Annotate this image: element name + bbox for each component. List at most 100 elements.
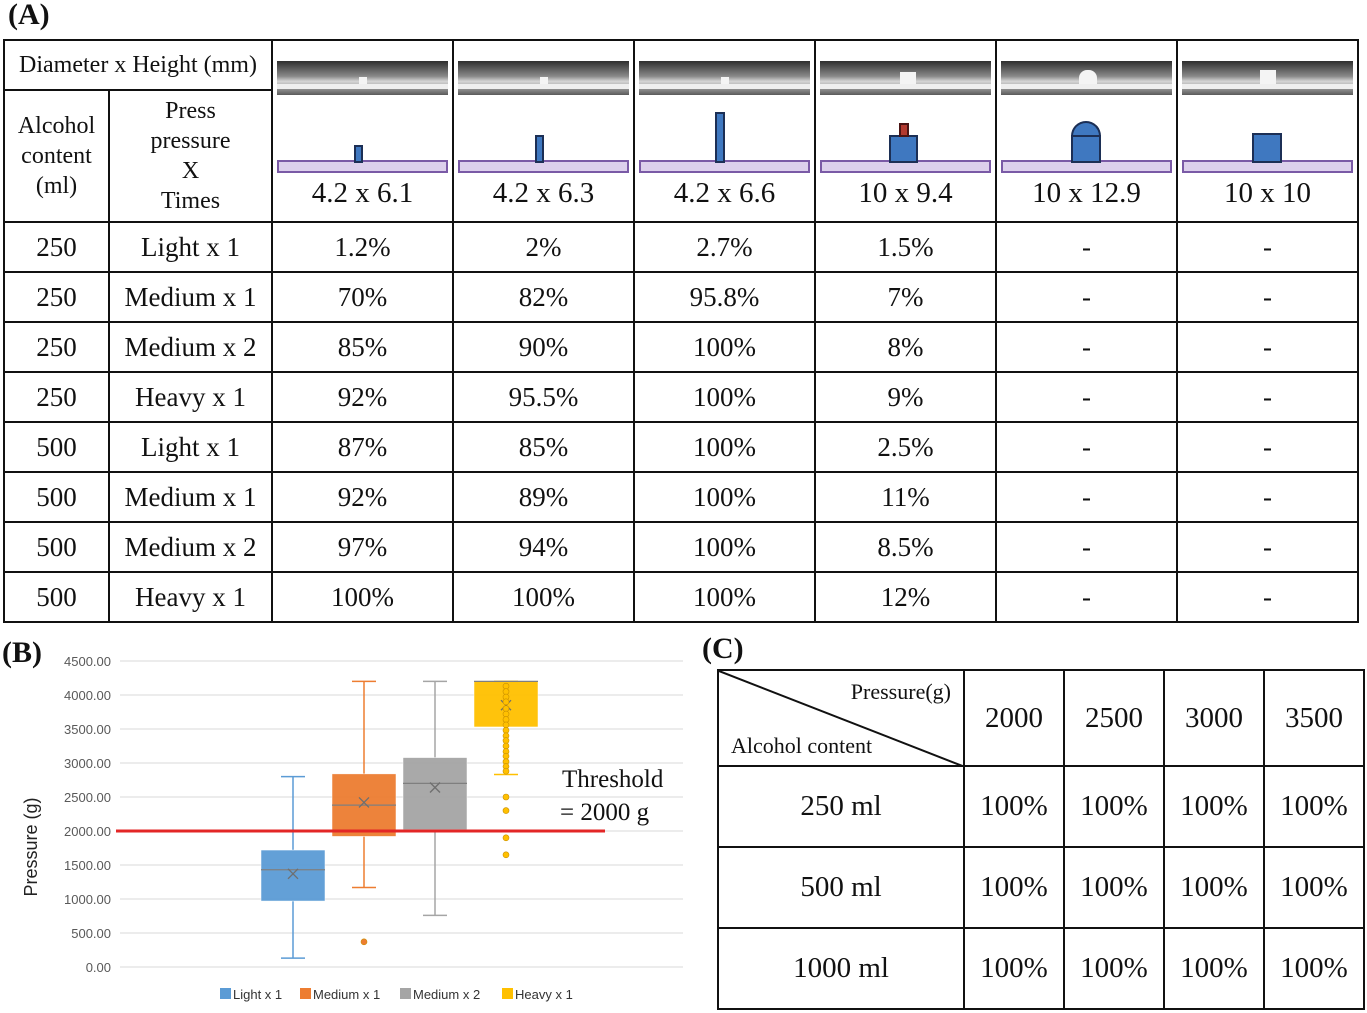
outlier-point [502, 851, 510, 859]
table-row: 250 ml 100% 100% 100% 100% [717, 765, 1365, 848]
alcohol-cell: 500 [3, 571, 110, 623]
table-row: 500 Light x 1 87% 85% 100% 2.5% - - [3, 421, 1359, 473]
pressure-column-header: 3000 [1163, 669, 1265, 767]
dimension-label: 10 x 12.9 [1032, 177, 1141, 209]
value-cell: 2.5% [814, 421, 997, 473]
sample-photo [639, 61, 810, 95]
box-light-x-1 [260, 775, 326, 959]
y-tick-label: 1000.00 [64, 892, 111, 907]
table-row: 1000 ml 100% 100% 100% 100% [717, 927, 1365, 1010]
value-cell: 85% [452, 421, 635, 473]
value-cell: 82% [452, 271, 635, 323]
box-heavy-x-1 [473, 680, 539, 859]
table-row: 500 ml 100% 100% 100% 100% [717, 846, 1365, 929]
value-cell: - [995, 371, 1178, 423]
value-cell: 2% [452, 221, 635, 273]
legend-swatch [220, 988, 231, 999]
sample-column-2: 4.2 x 6.3 [452, 39, 635, 223]
results-table-a: Diameter x Height (mm) 4.2 x 6.1 4.2 x 6… [3, 39, 1359, 623]
threshold-label: Threshold [562, 766, 664, 793]
value-cell: 2.7% [633, 221, 816, 273]
value-cell: - [995, 421, 1178, 473]
value-cell: 1.2% [271, 221, 454, 273]
legend-swatch [502, 988, 513, 999]
value-cell: - [995, 221, 1178, 273]
y-tick-label: 4500.00 [64, 654, 111, 669]
value-cell: 100% [633, 321, 816, 373]
legend-swatch [300, 988, 311, 999]
pressure-column-header: 2500 [1063, 669, 1165, 767]
y-tick-label: 2000.00 [64, 824, 111, 839]
value-cell: 100% [1263, 846, 1365, 929]
sample-diagram [636, 95, 813, 175]
sample-diagram [998, 95, 1175, 175]
value-cell: 100% [1163, 765, 1265, 848]
dimension-header: Diameter x Height (mm) [3, 39, 273, 91]
sample-column-6: 10 x 10 [1176, 39, 1359, 223]
outlier-point [502, 742, 510, 750]
alcohol-cell: 500 [3, 471, 110, 523]
mean-marker [287, 868, 299, 880]
value-cell: 100% [963, 846, 1065, 929]
value-cell: 100% [963, 927, 1065, 1010]
press-cell: Light x 1 [108, 221, 273, 273]
press-cell: Medium x 1 [108, 271, 273, 323]
pressure-column-header: 3500 [1263, 669, 1365, 767]
header-line: content [21, 143, 92, 169]
value-cell: - [995, 571, 1178, 623]
legend-label: Heavy x 1 [515, 987, 573, 1002]
sample-photo [458, 61, 629, 95]
value-cell: 8.5% [814, 521, 997, 573]
sample-diagram [274, 95, 451, 175]
pressure-column-header: 2000 [963, 669, 1065, 767]
sample-photo [1001, 61, 1172, 95]
outlier-point [502, 705, 510, 712]
value-cell: 85% [271, 321, 454, 373]
box-medium-x-2 [402, 680, 468, 917]
value-cell: - [1176, 471, 1359, 523]
value-cell: 9% [814, 371, 997, 423]
alcohol-cell: 500 [3, 521, 110, 573]
value-cell: 95.5% [452, 371, 635, 423]
value-cell: 87% [271, 421, 454, 473]
iqr-box [402, 757, 468, 830]
panel-a-label: (A) [8, 0, 50, 31]
dimension-label: 10 x 10 [1224, 177, 1311, 209]
outlier-point [502, 721, 510, 729]
sample-diagram [455, 95, 632, 175]
table-row: 500 Heavy x 1 100% 100% 100% 12% - - [3, 571, 1359, 623]
value-cell: 100% [1163, 846, 1265, 929]
panel-c-label: (C) [702, 632, 744, 665]
outlier-point [502, 716, 510, 723]
outlier-point [502, 834, 510, 842]
value-cell: 7% [814, 271, 997, 323]
box-medium-x-1 [331, 680, 397, 946]
table-row: 250 Medium x 2 85% 90% 100% 8% - - [3, 321, 1359, 373]
legend-label: Medium x 1 [313, 987, 380, 1002]
value-cell: - [1176, 271, 1359, 323]
header-line: Press [165, 98, 216, 124]
press-cell: Medium x 2 [108, 321, 273, 373]
press-cell: Medium x 1 [108, 471, 273, 523]
press-cell: Medium x 2 [108, 521, 273, 573]
pressure-boxplot-chart: 0.00 500.00 1000.00 1500.00 2000.00 2500.00 30… [21, 654, 683, 1002]
value-cell: 100% [633, 471, 816, 523]
value-cell: 100% [633, 371, 816, 423]
value-cell: 100% [633, 421, 816, 473]
mean-marker [429, 782, 441, 793]
value-cell: 100% [1063, 927, 1165, 1010]
header-line: Alcohol [17, 113, 96, 139]
value-cell: - [1176, 371, 1359, 423]
outlier-point [502, 710, 510, 718]
value-cell: 100% [1263, 765, 1365, 848]
value-cell: 100% [963, 765, 1065, 848]
sample-photo [277, 61, 448, 95]
alcohol-row-label: 1000 ml [717, 927, 965, 1010]
value-cell: 100% [1063, 846, 1165, 929]
outlier-point [502, 793, 510, 801]
corner-diagonal [719, 671, 965, 767]
corner-header-cell: Pressure(g) Alcohol content [717, 669, 965, 767]
alcohol-content-header: Alcohol content (ml) [3, 89, 110, 223]
press-cell: Heavy x 1 [108, 571, 273, 623]
value-cell: 8% [814, 321, 997, 373]
